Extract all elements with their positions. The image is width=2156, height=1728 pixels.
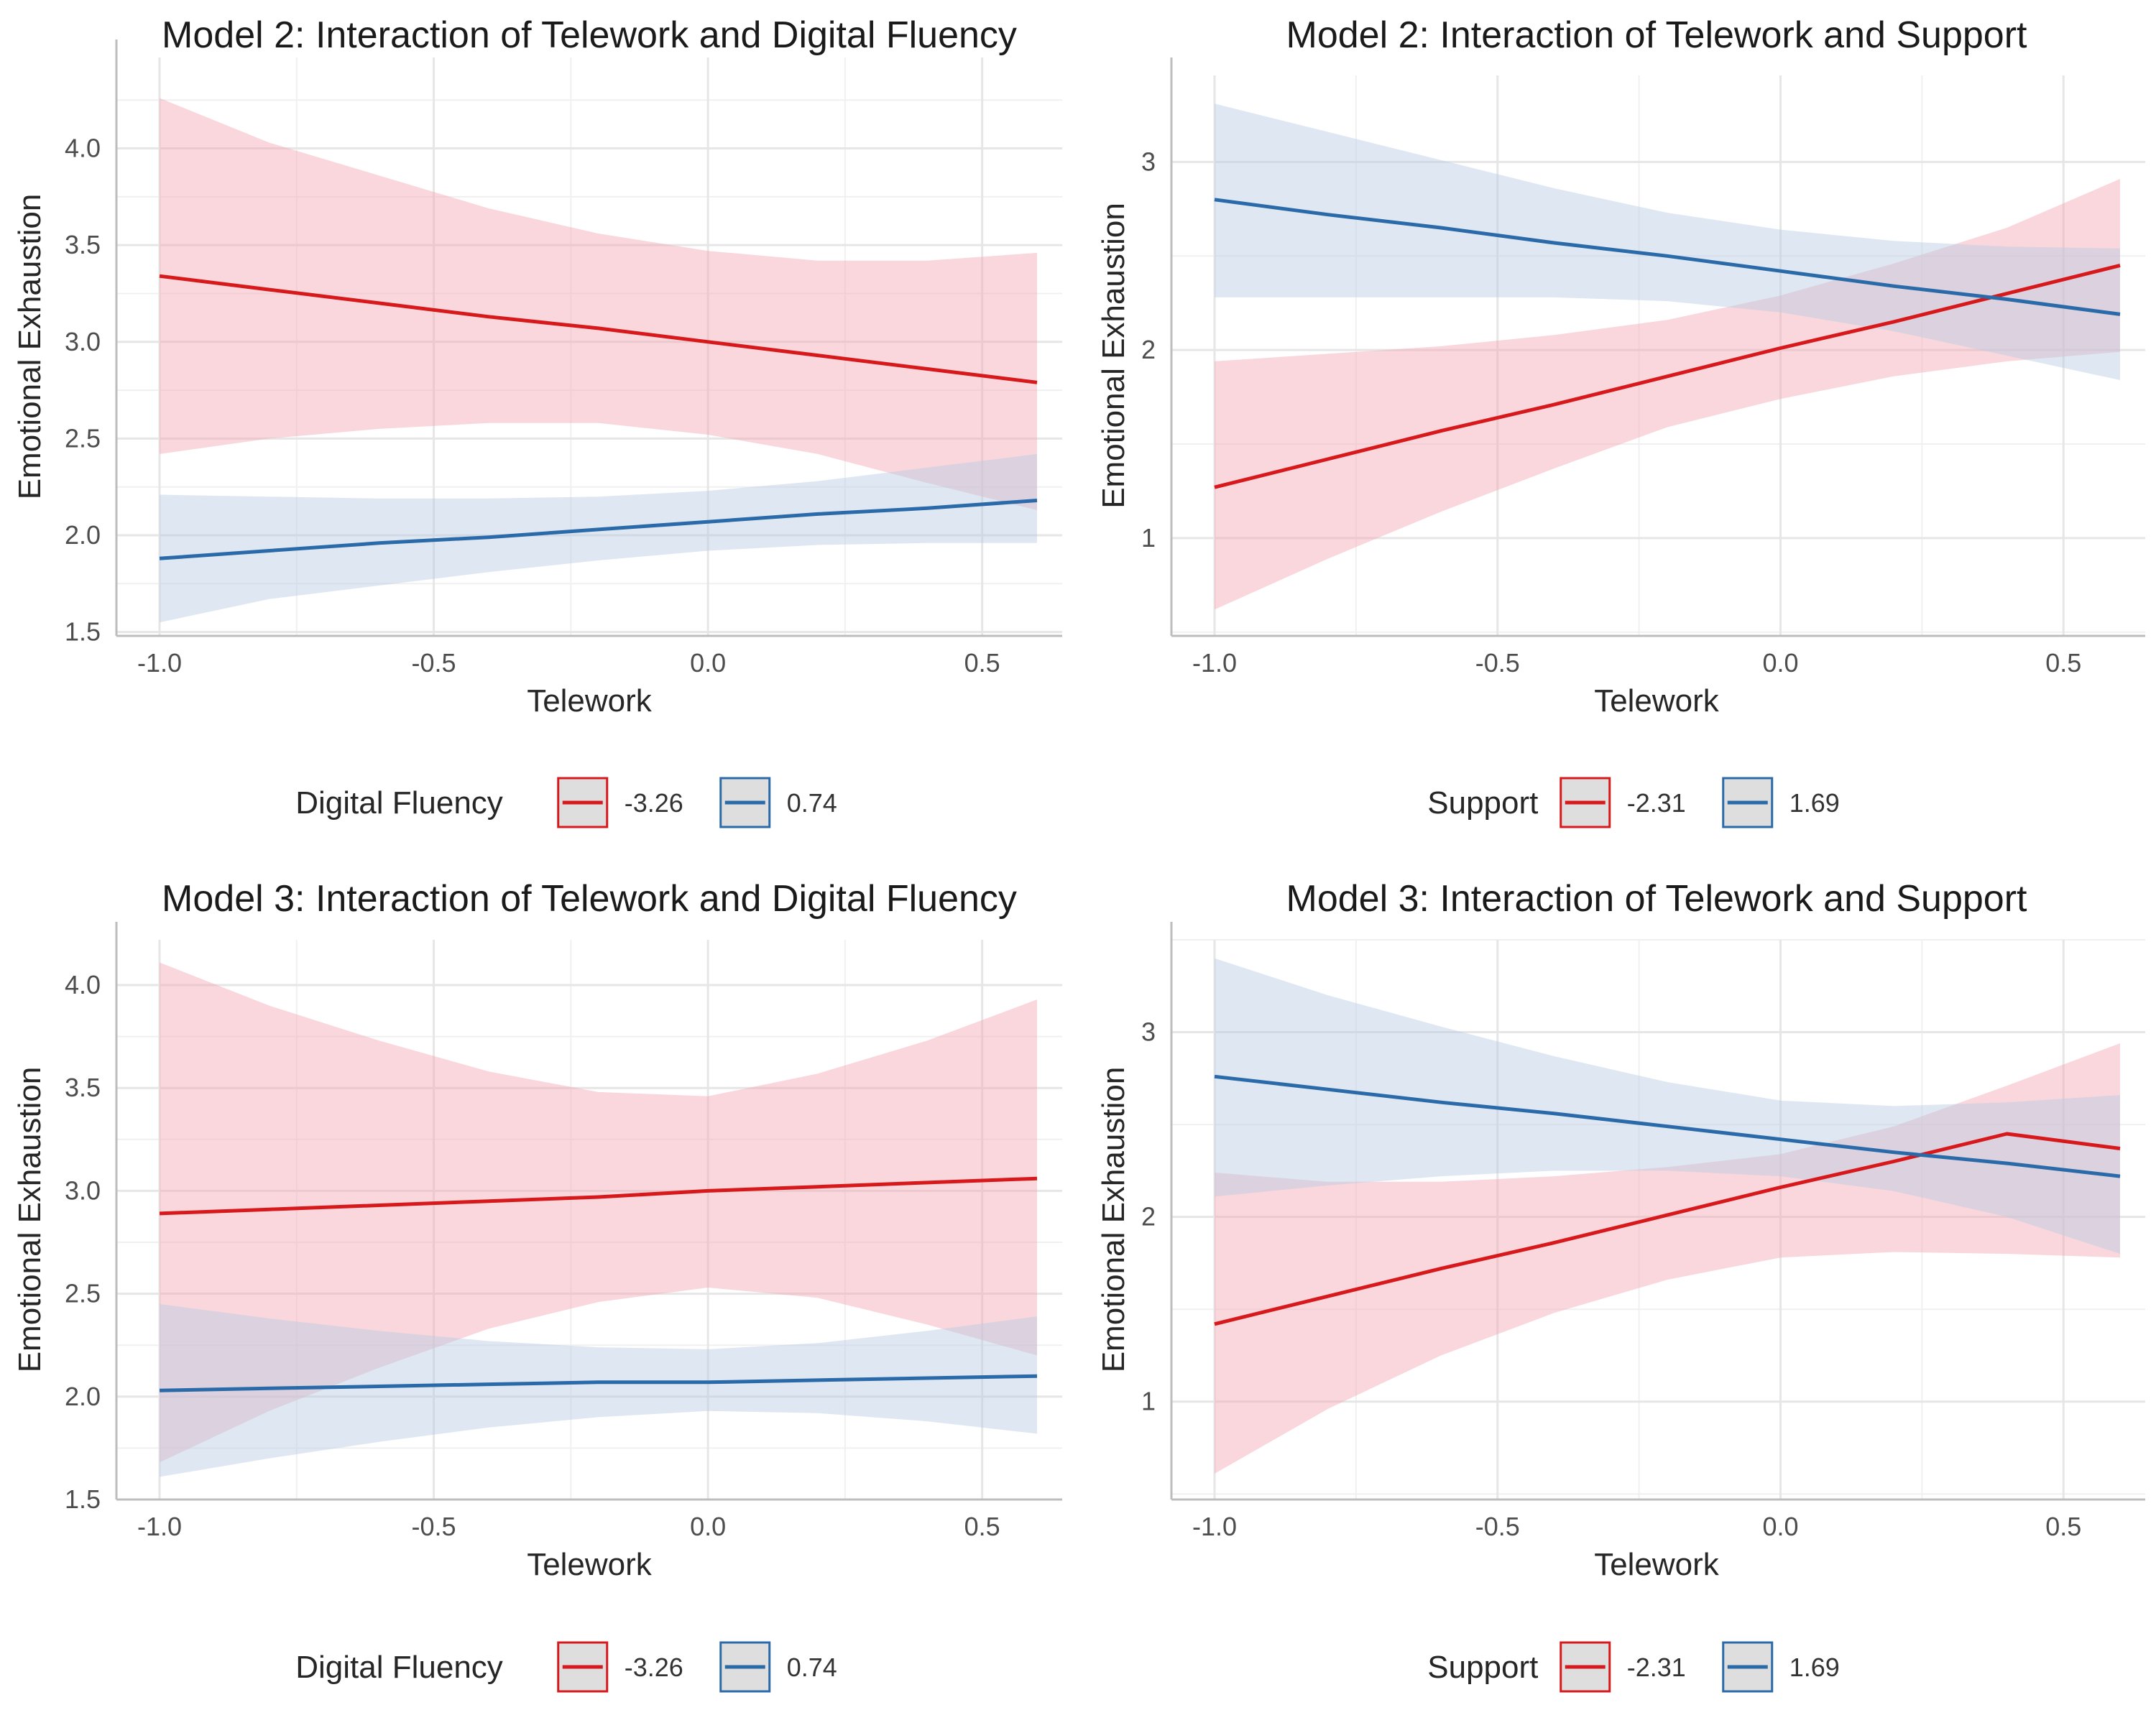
legend-label-2: 0.74 [787,1653,837,1682]
series-line-1 [159,1176,1038,1216]
legend-title: Digital Fluency [295,785,503,821]
legend-label-2: 0.74 [787,788,837,818]
chart-panel-3: -1.0 -0.5 0.0 0.5 1.5 2.0 2.5 3.0 3.5 4.0 Model 3:… [12,878,1062,1693]
chart-title: Model 3: Interaction of Telework and Sup… [1286,878,2028,920]
legend: Support -2.31 1.69 [1427,1641,1840,1693]
x-tick-label: -1.0 [137,648,182,678]
y-tick-label: 3.5 [65,230,101,259]
chart-title: Model 2: Interaction of Telework and Dig… [162,14,1017,56]
chart-panel-1: -1.0 -0.5 0.0 0.5 1.5 2.0 2.5 3.0 3.5 4.0 Model 2:… [12,14,1062,828]
y-tick-label: 4.0 [65,134,101,163]
legend: Digital Fluency -3.26 0.74 [295,1641,837,1693]
y-tick-label: 2.5 [65,1279,101,1308]
confidence-band-2 [160,1303,1037,1477]
series-line-2 [159,499,1038,560]
legend-label-1: -3.26 [625,1653,683,1682]
x-axis-title: Telework [1594,1547,1720,1582]
confidence-band-1 [160,962,1037,1463]
y-tick-label: 1.5 [65,1484,101,1514]
series-line-1 [159,274,1038,384]
legend-label-1: -2.31 [1627,1653,1686,1682]
series-line-2 [1214,1074,2121,1178]
series-line-1 [1214,1132,2121,1326]
legend-title: Digital Fluency [295,1650,503,1685]
legend-title: Support [1427,1650,1538,1685]
x-tick-label: 0.0 [1762,648,1798,678]
series-line-2 [159,1374,1038,1392]
x-tick-label: -0.5 [412,1512,456,1541]
x-tick-label: -1.0 [1192,648,1237,678]
legend-label-2: 1.69 [1789,1653,1840,1682]
x-tick-label: 0.5 [2045,1512,2081,1541]
legend-label-1: -3.26 [625,788,683,818]
x-tick-label: -0.5 [412,648,456,678]
x-axis-title: Telework [527,683,653,719]
legend-title: Support [1427,785,1538,821]
series-line-2 [1214,198,2121,316]
x-tick-label: 0.5 [2045,648,2081,678]
x-tick-label: 0.0 [690,1512,726,1541]
legend: Support -2.31 1.69 [1427,777,1840,828]
x-tick-label: 0.0 [690,648,726,678]
chart-panel-4: -1.0 -0.5 0.0 0.5 1 2 3 Model 3: Interaction of… [1096,878,2145,1693]
confidence-band-2 [160,453,1037,623]
confidence-band-2 [1215,103,2120,381]
y-tick-label: 3 [1141,147,1156,176]
x-tick-label: 0.5 [964,1512,1000,1541]
y-axis-title: Emotional Exhaustion [1096,203,1131,509]
legend-label-1: -2.31 [1627,788,1686,818]
y-tick-label: 3.5 [65,1073,101,1102]
x-axis-title: Telework [1594,683,1720,719]
x-tick-label: -0.5 [1475,1512,1520,1541]
x-axis-title: Telework [527,1547,653,1582]
y-tick-label: 3.0 [65,1175,101,1205]
chart-title: Model 2: Interaction of Telework and Sup… [1286,14,2028,56]
x-tick-label: -1.0 [137,1512,182,1541]
y-tick-label: 4.0 [65,970,101,999]
y-axis-title: Emotional Exhaustion [1096,1067,1131,1373]
y-tick-label: 2 [1141,1202,1156,1232]
confidence-band-1 [160,98,1037,510]
y-tick-label: 2 [1141,335,1156,364]
x-tick-label: 0.5 [964,648,1000,678]
chart-panel-2: -1.0 -0.5 0.0 0.5 1 2 3 Model 2: Interaction of… [1096,14,2145,828]
y-axis-title: Emotional Exhaustion [12,1067,47,1373]
chart-title: Model 3: Interaction of Telework and Dig… [162,878,1017,920]
y-axis-title: Emotional Exhaustion [12,194,47,500]
legend-label-2: 1.69 [1789,788,1840,818]
series-line-1 [1214,263,2121,489]
confidence-band-2 [1215,958,2120,1255]
y-tick-label: 2.5 [65,423,101,453]
x-tick-label: 0.0 [1762,1512,1798,1541]
y-tick-label: 1 [1141,1387,1156,1416]
y-tick-label: 1.5 [65,617,101,647]
legend: Digital Fluency -3.26 0.74 [295,777,837,828]
y-tick-label: 3.0 [65,327,101,356]
y-tick-label: 2.0 [65,520,101,550]
x-tick-label: -0.5 [1475,648,1520,678]
y-tick-label: 3 [1141,1017,1156,1047]
y-tick-label: 2.0 [65,1382,101,1411]
x-tick-label: -1.0 [1192,1512,1237,1541]
y-tick-label: 1 [1141,523,1156,553]
